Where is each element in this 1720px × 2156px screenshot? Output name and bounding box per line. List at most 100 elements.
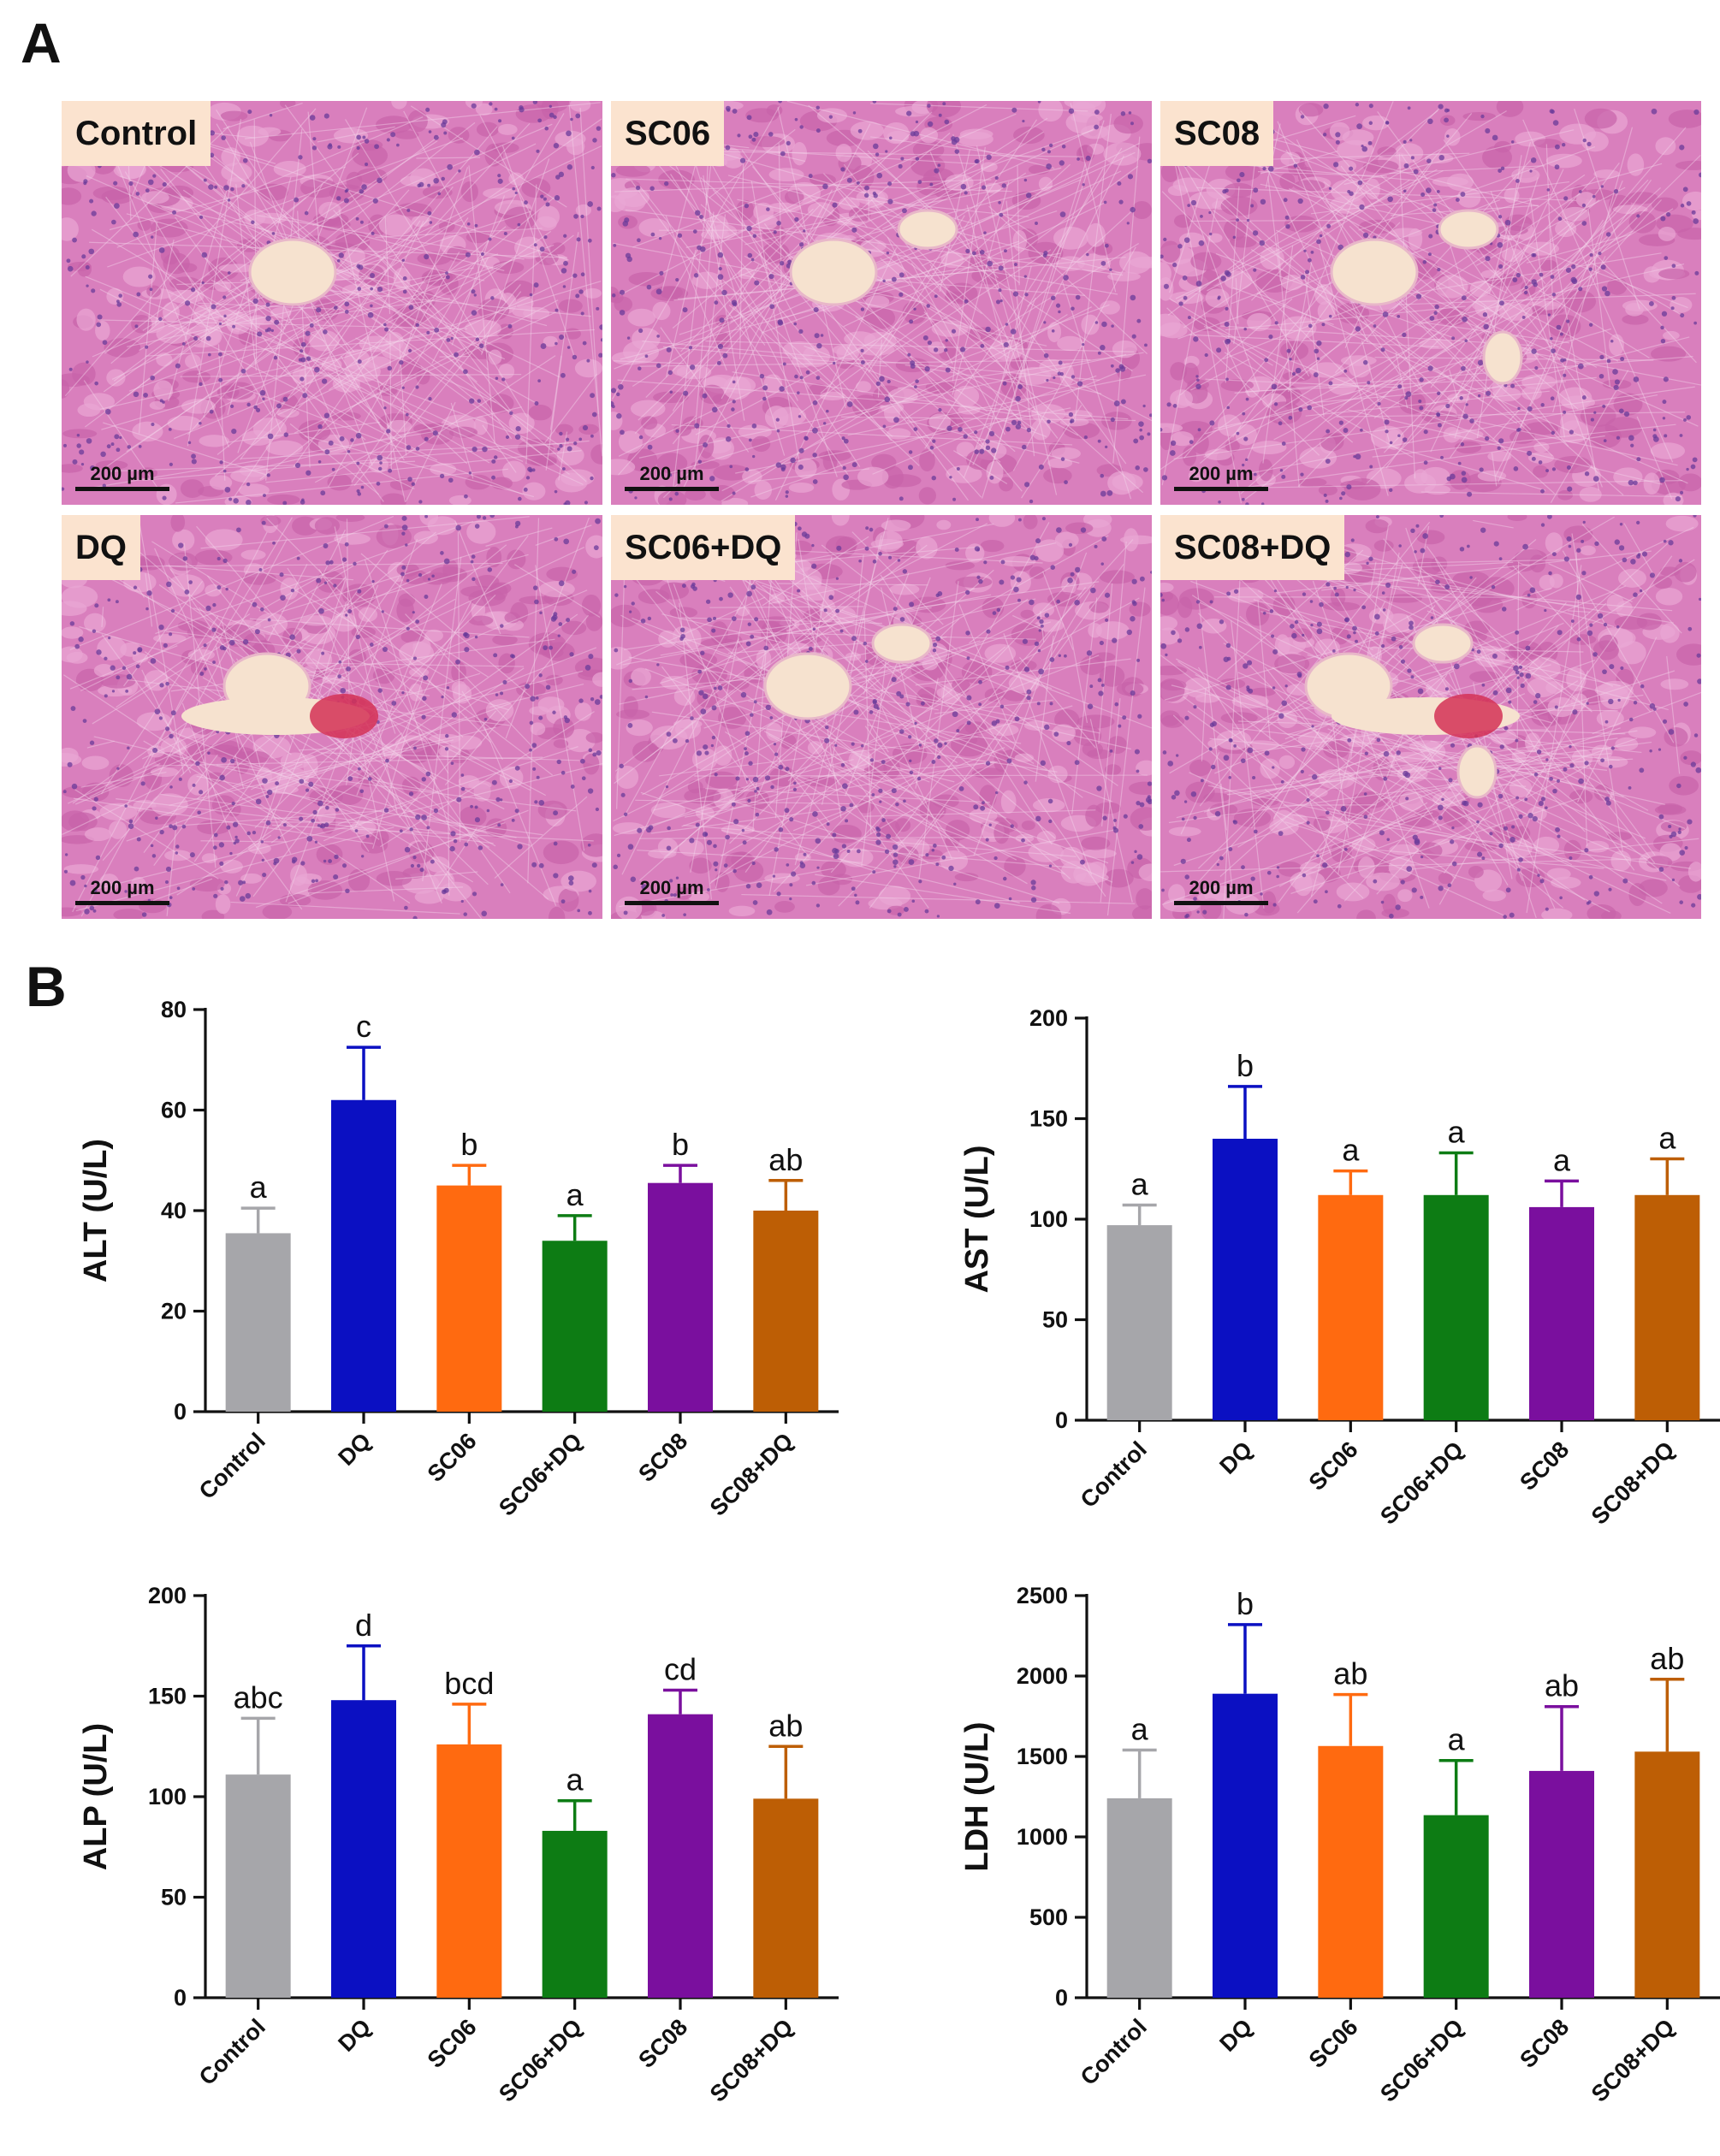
x-tick-label: SC06 — [423, 1428, 482, 1487]
significance-letter: a — [1342, 1133, 1360, 1168]
significance-letter: b — [1237, 1586, 1254, 1621]
bar-sc08-dq — [1634, 1751, 1700, 1998]
significance-letter: a — [1131, 1711, 1149, 1746]
significance-letter: b — [672, 1127, 689, 1162]
significance-letter: bcd — [444, 1666, 494, 1701]
scale-bar: 200 µm — [75, 463, 169, 491]
scale-bar: 200 µm — [625, 463, 719, 491]
scale-label: 200 µm — [1189, 877, 1254, 898]
y-tick-label: 20 — [161, 1299, 187, 1324]
bar-sc08 — [648, 1714, 713, 1998]
significance-letter: a — [1131, 1167, 1149, 1202]
y-tick-label: 100 — [148, 1784, 187, 1810]
significance-letter: abc — [234, 1679, 283, 1715]
x-tick-label: DQ — [333, 2014, 376, 2057]
y-tick-label: 0 — [1055, 1407, 1068, 1433]
significance-letter: a — [1658, 1121, 1676, 1156]
y-tick-label: 50 — [161, 1885, 187, 1910]
scale-bar: 200 µm — [1174, 463, 1268, 491]
significance-letter: ab — [1333, 1656, 1367, 1691]
bar-dq — [331, 1700, 396, 1998]
bar-sc06 — [1318, 1194, 1384, 1420]
scale-label: 200 µm — [90, 463, 155, 484]
scale-label: 200 µm — [639, 877, 704, 898]
x-tick-label: SC08+DQ — [705, 2014, 798, 2107]
x-tick-label: DQ — [333, 1428, 376, 1471]
x-tick-label: SC08 — [1515, 2014, 1574, 2073]
bar-sc06-dq — [1423, 1815, 1489, 1998]
x-tick-label: SC06 — [1304, 2014, 1363, 2073]
bar-sc08-dq — [753, 1211, 819, 1412]
scale-label: 200 µm — [90, 877, 155, 898]
y-tick-label: 50 — [1042, 1307, 1068, 1333]
micrograph-label: SC06 — [611, 101, 725, 166]
bar-sc06-dq — [542, 1241, 608, 1412]
x-tick-label: SC06+DQ — [1375, 2014, 1468, 2107]
panel-letter-b: B — [26, 955, 67, 1018]
significance-letter: a — [566, 1762, 584, 1798]
bar-dq — [331, 1099, 396, 1412]
micrograph-label: DQ — [62, 515, 140, 580]
y-tick-label: 150 — [148, 1684, 187, 1709]
micrograph-label: SC06+DQ — [611, 515, 796, 580]
significance-letter: a — [566, 1177, 584, 1212]
significance-letter: ab — [1545, 1668, 1579, 1703]
micrograph-dq: DQ 200 µm — [62, 515, 602, 919]
x-tick-label: SC08+DQ — [1587, 1436, 1680, 1530]
micrograph-sc06: SC06 200 µm — [611, 101, 1152, 505]
y-axis-title: AST (U/L) — [959, 1145, 995, 1293]
x-tick-label: SC06+DQ — [494, 2014, 587, 2107]
micrograph-label: SC08 — [1160, 101, 1274, 166]
micrograph-sc06-dq: SC06+DQ 200 µm — [611, 515, 1152, 919]
bar-sc06-dq — [542, 1830, 608, 1998]
x-tick-label: SC08 — [633, 2014, 692, 2073]
chart-alt: ALT (U/L) 0 20 40 60 80 a Control c DQ b SC06 a SC06+… — [68, 992, 890, 1557]
micrograph-sc08: SC08 200 µm — [1160, 101, 1701, 505]
significance-letter: c — [356, 1009, 371, 1044]
scale-label: 200 µm — [1189, 463, 1254, 484]
x-tick-label: DQ — [1214, 2014, 1257, 2057]
significance-letter: a — [250, 1170, 268, 1205]
bar-dq — [1213, 1139, 1278, 1420]
y-tick-label: 2500 — [1017, 1583, 1068, 1608]
scale-bar: 200 µm — [75, 877, 169, 905]
y-tick-label: 40 — [161, 1198, 187, 1223]
bar-sc06 — [436, 1744, 502, 1998]
x-tick-label: SC08 — [633, 1428, 692, 1487]
histology-image — [62, 515, 602, 919]
micrograph-control: Control 200 µm — [62, 101, 602, 505]
significance-letter: b — [1237, 1048, 1254, 1083]
bar-control — [1106, 1225, 1172, 1420]
bar-dq — [1213, 1693, 1278, 1998]
y-tick-label: 2000 — [1017, 1663, 1068, 1689]
histology-image — [611, 101, 1152, 505]
significance-letter: b — [460, 1127, 477, 1162]
bar-control — [225, 1774, 291, 1998]
y-tick-label: 200 — [1029, 1005, 1068, 1031]
bar-sc08-dq — [753, 1798, 819, 1998]
x-tick-label: DQ — [1214, 1436, 1257, 1479]
bar-control — [1106, 1798, 1172, 1998]
micrograph-grid: Control 200 µm SC06 200 µm SC08 200 µm D… — [62, 101, 1703, 919]
significance-letter: ab — [1650, 1641, 1684, 1676]
significance-letter: a — [1448, 1722, 1466, 1757]
scale-bar: 200 µm — [625, 877, 719, 905]
y-axis-title: ALP (U/L) — [78, 1723, 114, 1870]
x-tick-label: SC06+DQ — [1375, 1436, 1468, 1530]
panel-letter-a: A — [21, 11, 62, 74]
x-tick-label: SC06 — [1304, 1436, 1363, 1496]
x-tick-label: Control — [194, 2014, 270, 2090]
significance-letter: ab — [768, 1708, 803, 1743]
significance-letter: a — [1448, 1114, 1466, 1149]
chart-ldh-svg: LDH (U/L) 0 500 1000 1500 2000 2500 a Control b DQ… — [959, 1583, 1720, 2107]
y-tick-label: 200 — [148, 1583, 187, 1608]
histology-image — [1160, 515, 1701, 919]
y-tick-label: 80 — [161, 997, 187, 1022]
chart-alp: ALP (U/L) 0 50 100 150 200 abc Control d DQ bcd SC0… — [68, 1578, 890, 2143]
significance-letter: cd — [664, 1651, 697, 1686]
x-tick-label: Control — [1076, 2014, 1152, 2090]
y-tick-label: 100 — [1029, 1206, 1068, 1232]
chart-alp-svg: ALP (U/L) 0 50 100 150 200 abc Control d DQ bcd SC0… — [78, 1583, 839, 2107]
bar-sc06 — [1318, 1745, 1384, 1998]
chart-ldh: LDH (U/L) 0 500 1000 1500 2000 2500 a Control b DQ… — [950, 1578, 1720, 2143]
